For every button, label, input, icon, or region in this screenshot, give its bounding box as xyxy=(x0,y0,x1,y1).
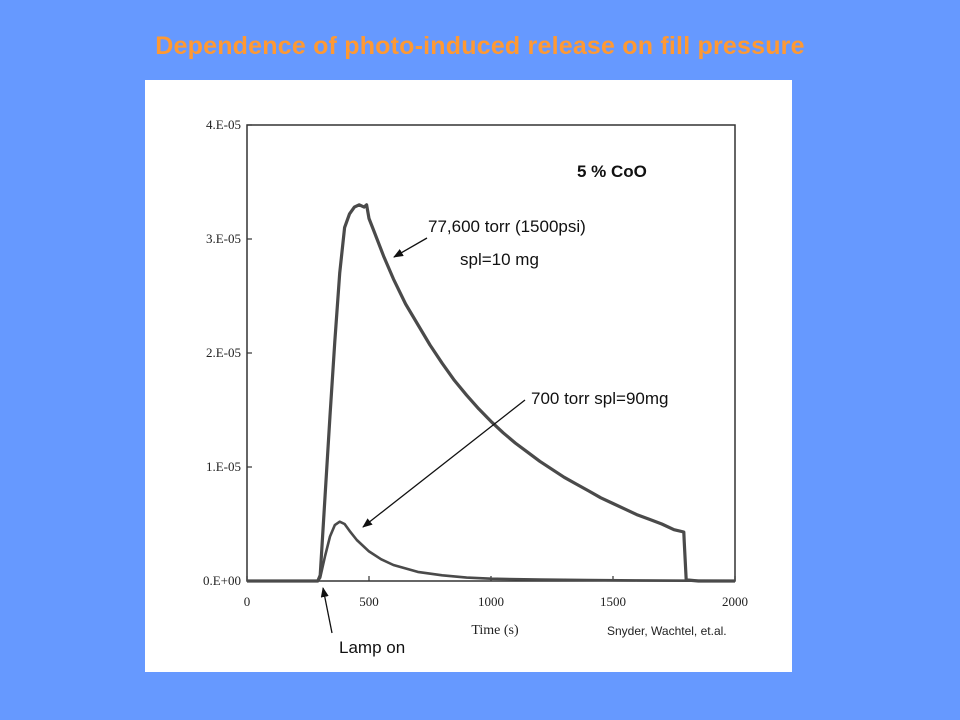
arrow-low-pressure xyxy=(362,399,526,528)
series-line-2 xyxy=(247,520,736,583)
annotation-low-pressure: 700 torr spl=90mg xyxy=(531,389,669,408)
y-tick-label: 1.E-05 xyxy=(206,459,241,474)
x-tick-label: 2000 xyxy=(722,594,748,609)
x-tick-label: 1000 xyxy=(478,594,504,609)
x-tick-label: 500 xyxy=(359,594,379,609)
y-tick-label: 2.E-05 xyxy=(206,345,241,360)
annotation-high-pressure-line1: 77,600 torr (1500psi) xyxy=(428,217,586,236)
arrow-lamp-on xyxy=(320,587,333,634)
plot-frame xyxy=(246,124,736,582)
y-tick-label: 0.E+00 xyxy=(203,573,241,588)
series-layer xyxy=(247,203,736,583)
x-tick-label: 1500 xyxy=(600,594,626,609)
x-axis-label: Time (s) xyxy=(471,623,519,638)
arrow-high-pressure xyxy=(393,237,428,258)
x-tick-label: 0 xyxy=(244,594,251,609)
chart-figure: 0 500 1000 1500 2000 0.E+00 1.E-05 2.E-05 3.E-0… xyxy=(145,80,792,672)
x-axis-ticks: 0 500 1000 1500 2000 xyxy=(244,576,748,609)
slide-title: Dependence of photo-induced release on f… xyxy=(155,32,805,60)
series-line-1 xyxy=(247,203,735,583)
chart-svg: 0 500 1000 1500 2000 0.E+00 1.E-05 2.E-05 3.E-0… xyxy=(203,117,748,657)
figure-credit: Snyder, Wachtel, et.al. xyxy=(607,624,727,638)
annotation-lamp-on: Lamp on xyxy=(339,638,405,657)
y-tick-label: 3.E-05 xyxy=(206,231,241,246)
y-axis-ticks: 0.E+00 1.E-05 2.E-05 3.E-05 4.E-05 xyxy=(203,117,252,588)
annotation-sample: 5 % CoO xyxy=(577,162,647,181)
annotation-high-pressure-line2: spl=10 mg xyxy=(460,250,539,269)
y-tick-label: 4.E-05 xyxy=(206,117,241,132)
